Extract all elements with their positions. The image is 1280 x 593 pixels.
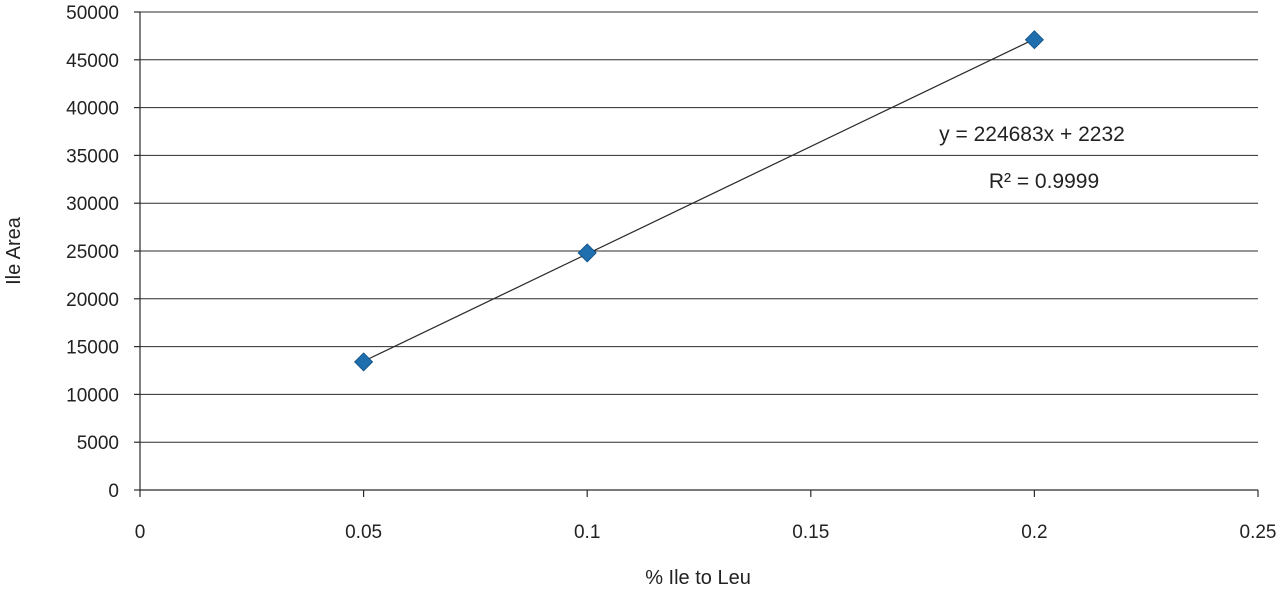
y-tick-label: 10000	[66, 385, 119, 406]
y-tick-label: 40000	[66, 99, 119, 120]
x-axis-title: % Ile to Leu	[645, 567, 751, 589]
y-tick-labels: 0 5000 10000 15000 20000 25000 30000 35000 40000…	[66, 3, 119, 502]
r-squared-label: R² = 0.9999	[989, 170, 1099, 193]
data-point	[577, 243, 597, 263]
x-tick-label: 0.2	[1021, 522, 1047, 543]
y-tick-label: 30000	[66, 194, 119, 215]
trendline	[363, 38, 1035, 362]
trendline-layer	[363, 38, 1035, 362]
axes-layer	[139, 12, 1258, 491]
y-tick-label: 0	[108, 481, 119, 502]
x-tick-labels: 0 0.05 0.1 0.15 0.2 0.25	[135, 522, 1277, 543]
y-tick-label: 45000	[66, 51, 119, 72]
y-tick-label: 15000	[66, 338, 119, 359]
x-tick-label: 0.25	[1240, 522, 1277, 543]
y-tick-label: 5000	[77, 433, 119, 454]
y-tick-label: 20000	[66, 290, 119, 311]
data-points	[354, 30, 1044, 372]
grid-layer	[134, 11, 1259, 497]
x-tick-label: 0.05	[345, 522, 382, 543]
trendline-equation: y = 224683x + 2232	[939, 123, 1125, 146]
data-point	[1024, 30, 1044, 50]
data-point	[354, 352, 374, 372]
x-tick-label: 0	[135, 522, 146, 543]
y-tick-label: 50000	[66, 3, 119, 24]
y-axis-title: Ile Area	[3, 216, 25, 285]
y-tick-label: 35000	[66, 146, 119, 167]
x-tick-label: 0.1	[574, 522, 600, 543]
y-tick-label: 25000	[66, 242, 119, 263]
x-tick-label: 0.15	[792, 522, 829, 543]
